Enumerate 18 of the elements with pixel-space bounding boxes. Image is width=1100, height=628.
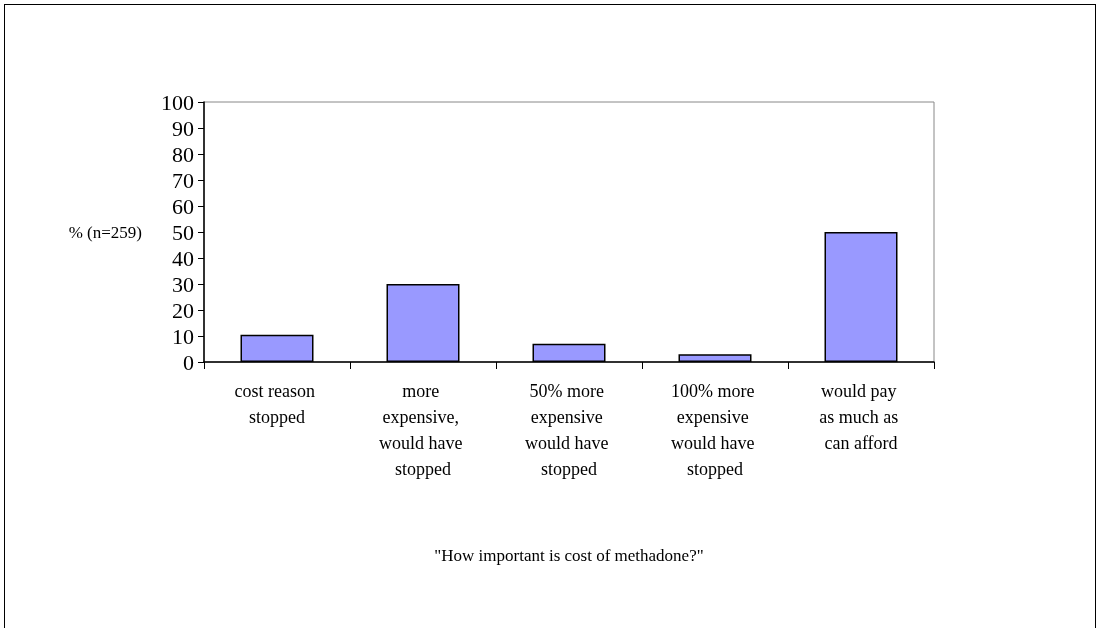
x-tick-label: would pay as much as can afford <box>819 381 903 453</box>
x-tick-label: 50% more expensive would have stopped <box>525 381 613 479</box>
x-tick-label: more expensive, would have stopped <box>379 381 467 479</box>
y-tick-label: 70 <box>172 167 194 193</box>
y-tick-label: 60 <box>172 193 194 219</box>
y-axis-title: % (n=259) <box>68 222 142 242</box>
x-axis-title: "How important is cost of methadone?" <box>434 546 704 565</box>
x-tick-label: cost reason stopped <box>234 381 320 427</box>
y-tick-label: 10 <box>172 323 194 349</box>
y-tick-label: 50 <box>172 219 194 245</box>
y-tick-label: 80 <box>172 141 194 167</box>
y-tick-label: 0 <box>183 349 194 375</box>
y-tick-label: 40 <box>172 245 194 271</box>
y-tick-label: 30 <box>172 271 194 297</box>
x-tick-label: 100% more expensive would have stopped <box>671 381 759 479</box>
y-tick-label: 90 <box>172 115 194 141</box>
y-tick-label: 100 <box>161 89 194 115</box>
y-tick-label: 20 <box>172 297 194 323</box>
